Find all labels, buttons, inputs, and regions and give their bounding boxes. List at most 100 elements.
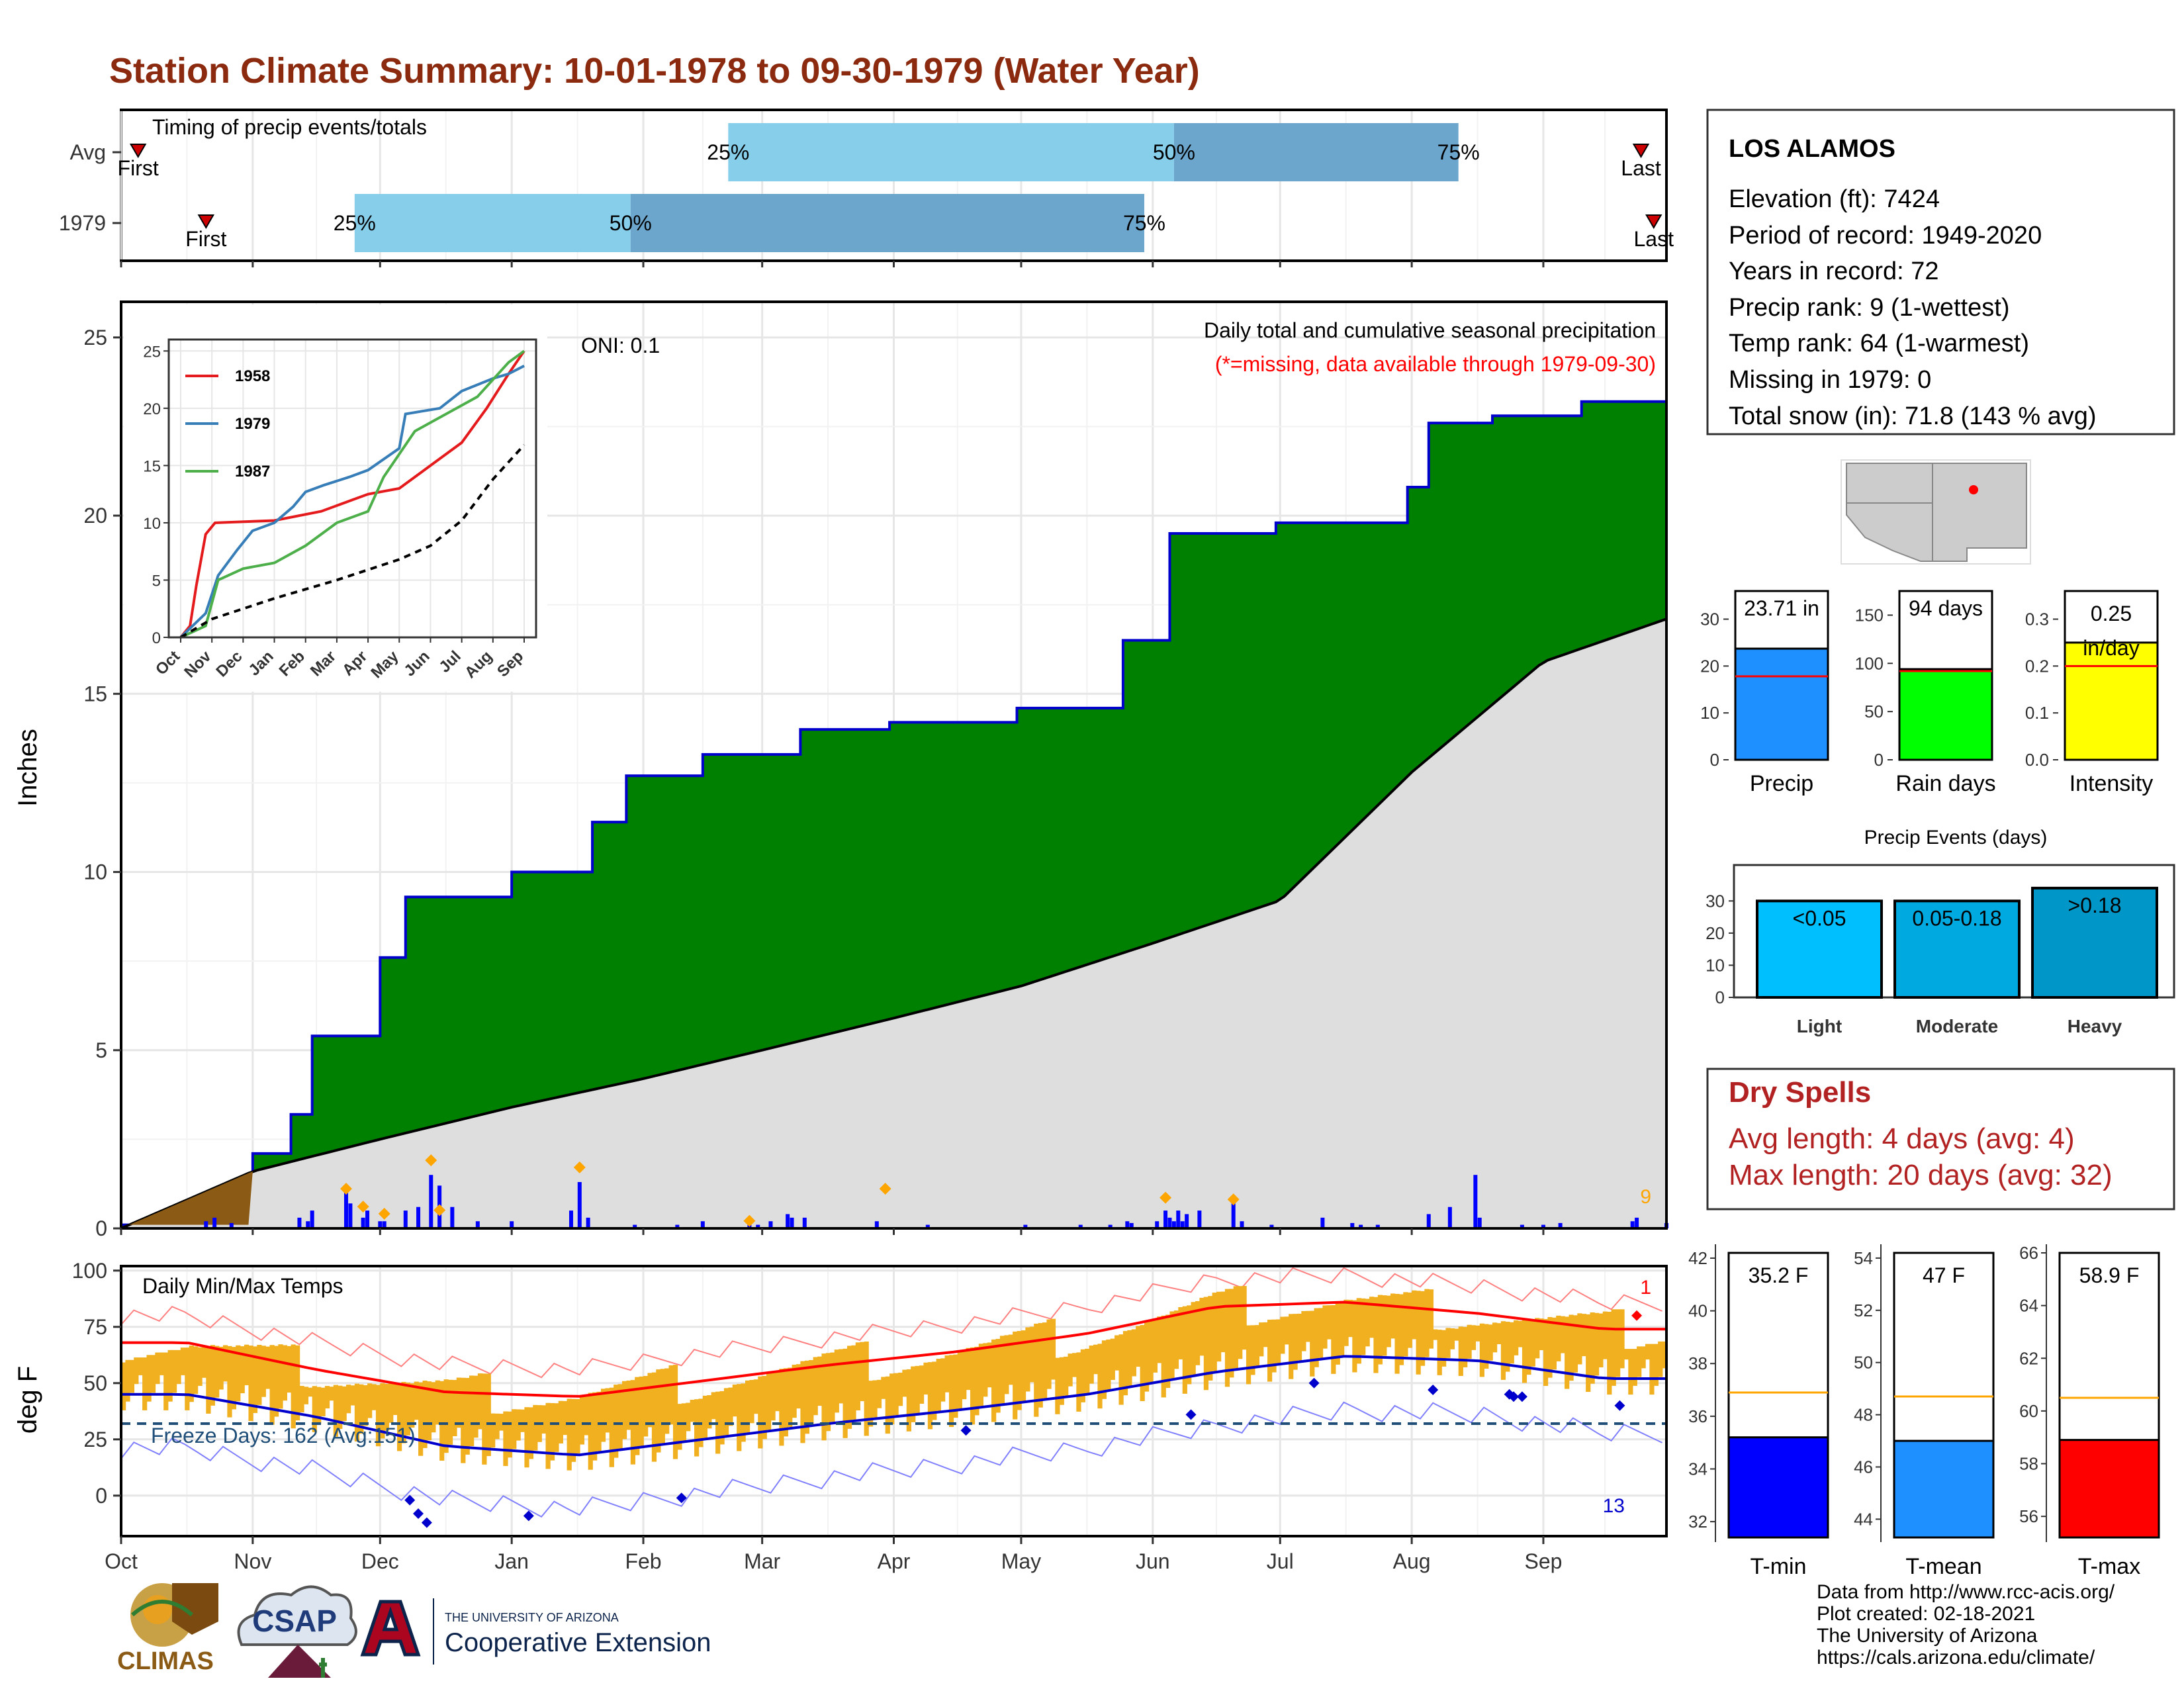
daily-temp-bar (1505, 1322, 1510, 1372)
daily-temp-bar (244, 1344, 250, 1385)
daily-temp-bar (567, 1398, 572, 1471)
inset-lines (179, 349, 525, 639)
precip-events-bars: 0 10 20 30 <0.05 Light 0.05-0.18 Moderate >0.18 H… (1706, 864, 2175, 1036)
daily-temp-bar (507, 1411, 512, 1458)
daily-temp-bar (1420, 1291, 1426, 1366)
daily-temp-bar (396, 1383, 402, 1451)
daily-temp-bar (1352, 1300, 1357, 1373)
daily-temp-bar (1220, 1291, 1226, 1353)
daily-temp-bar (1535, 1318, 1540, 1359)
daily-temp-bar (643, 1375, 649, 1437)
last-marker (1645, 214, 1662, 229)
precip-ylabel: Inches (13, 729, 42, 807)
month-label: Oct (105, 1549, 138, 1573)
daily-precip-bar (378, 1221, 383, 1228)
credit-line: Plot created: 02-18-2021 (1817, 1603, 2035, 1625)
daily-temp-bar (1148, 1320, 1154, 1383)
daily-temp-bar (737, 1384, 742, 1451)
daily-temp-bar (656, 1369, 661, 1453)
daily-temp-bar (1322, 1305, 1328, 1349)
events-value-label: <0.05 (1793, 906, 1846, 930)
daily-temp-bar (329, 1387, 334, 1401)
daily-temp-bar (672, 1365, 678, 1459)
daily-temp-bar (1365, 1299, 1370, 1347)
daily-temp-bar (1212, 1293, 1217, 1371)
daily-temp-bar (1407, 1292, 1412, 1348)
temp-panel: 0 25 50 75 100 Oct Nov Dec Jan Feb Mar Apr May Jun Ju… (13, 1259, 1668, 1573)
inset-line-1979 (179, 365, 525, 639)
daily-temp-bar (1267, 1319, 1273, 1382)
inset-legend-label: 1979 (235, 415, 270, 433)
daily-temp-bar (1649, 1344, 1655, 1395)
daily-temp-bar (1645, 1344, 1651, 1360)
temp-summary-bars: 32 34 36 38 40 42 35.2 F T-min 44 46 48 50 52 54 47 F T… (1688, 1243, 2160, 1579)
daily-precip-bar (1197, 1211, 1202, 1228)
daily-temp-bar (146, 1355, 152, 1402)
daily-temp-bar (651, 1372, 657, 1462)
daily-temp-bar (201, 1346, 207, 1378)
daily-temp-bar (1586, 1314, 1591, 1393)
daily-precip-bar (212, 1217, 217, 1228)
daily-temp-bar (447, 1379, 453, 1445)
daily-precip-bar (450, 1207, 455, 1228)
daily-temp-bar (681, 1403, 686, 1441)
daily-temp-bar (932, 1361, 937, 1420)
daily-temp-bar (222, 1345, 228, 1382)
station-info-box: LOS ALAMOS Elevation (ft): 7424 Period o… (1706, 109, 2175, 435)
daily-temp-bar (962, 1351, 967, 1400)
daily-temp-bar (1314, 1308, 1319, 1367)
precip-areas (120, 383, 1668, 1230)
ua-logo: THE UNIVERSITY OF ARIZONA Cooperative Ex… (360, 1598, 711, 1665)
daily-temp-bar (1297, 1313, 1302, 1361)
daily-precip-bar (348, 1203, 353, 1228)
month-label: Feb (625, 1549, 661, 1573)
summary-tick-label: 30 (1700, 610, 1719, 629)
summary-tick-label: 20 (1700, 656, 1719, 676)
summary-tick-label: 100 (1855, 653, 1884, 673)
daily-precip-bar (1477, 1217, 1482, 1228)
daily-temp-bar (1509, 1322, 1514, 1364)
daily-temp-bar (839, 1349, 844, 1404)
daily-temp-bar (1467, 1324, 1472, 1359)
daily-temp-bar (614, 1385, 619, 1458)
record-marker (1227, 1193, 1240, 1206)
month-label: Mar (744, 1549, 780, 1573)
month-axis: Oct Nov Dec Jan Feb Mar Apr May Jun Jul Aug Sep (105, 1536, 1562, 1573)
daily-temp-bar (303, 1387, 309, 1404)
daily-temp-bar (206, 1346, 211, 1414)
daily-temp-bar (825, 1353, 831, 1432)
daily-temp-bar (261, 1346, 266, 1397)
daily-temp-bar (860, 1342, 865, 1402)
temp-bar-tick-label: 62 (2019, 1348, 2038, 1368)
record-marker (340, 1183, 352, 1195)
daily-temp-bar (1543, 1318, 1549, 1386)
daily-precip-bar (1473, 1175, 1478, 1228)
daily-temp-bar (711, 1392, 716, 1420)
climas-mountain (172, 1583, 218, 1635)
daily-temp-bar (999, 1336, 1005, 1404)
daily-temp-bar (800, 1361, 805, 1443)
daily-temp-bar (282, 1345, 287, 1401)
events-bar-label: Light (1797, 1016, 1842, 1036)
daily-temp-bar (1326, 1305, 1332, 1340)
summary-value-label: in/day (2083, 636, 2139, 660)
daily-temp-bar (401, 1381, 406, 1443)
daily-temp-bar (1514, 1320, 1519, 1355)
daily-temp-bar (1343, 1299, 1349, 1346)
daily-temp-bar (978, 1344, 984, 1406)
daily-precip-bar (1635, 1217, 1639, 1228)
daily-temp-bar (1530, 1320, 1535, 1367)
daily-precip-bar (925, 1224, 930, 1228)
daily-temp-bar (1335, 1302, 1340, 1365)
avg-min-line (121, 1355, 1666, 1457)
daily-temp-bar (384, 1383, 389, 1431)
daily-temp-bar (1492, 1322, 1498, 1353)
credit-line: Data from http://www.rcc-acis.org/ (1817, 1581, 2115, 1603)
y-tick-label: 75 (83, 1315, 107, 1339)
last-label: Last (1634, 227, 1674, 251)
temp-bar-tick-label: 66 (2019, 1243, 2038, 1263)
precip-count: 9 (1640, 1186, 1651, 1208)
dry-spells-avg: Avg length: 4 days (avg: 4) (1729, 1122, 2075, 1155)
daily-temp-bar (1484, 1324, 1489, 1369)
freeze-days: Freeze Days: 162 (Avg:151) (151, 1424, 416, 1447)
